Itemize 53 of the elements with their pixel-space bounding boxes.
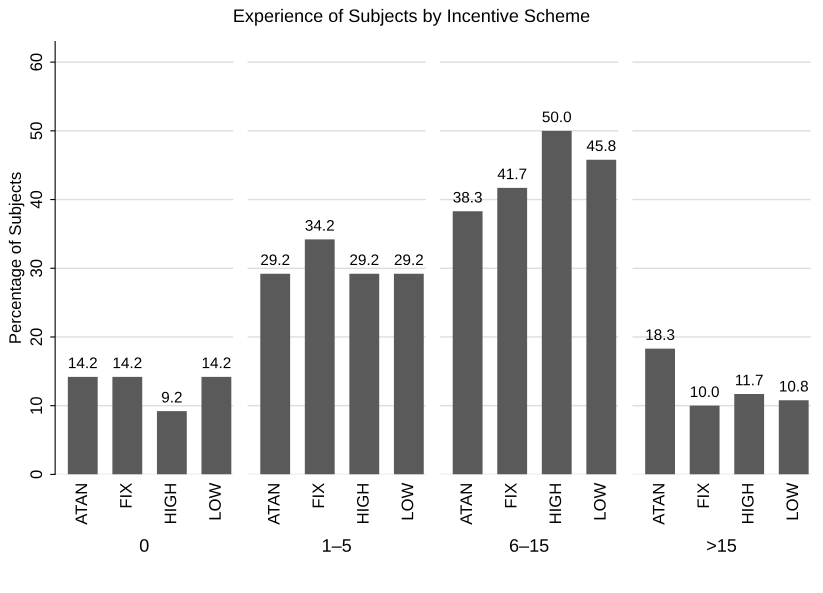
data-label: 14.2 — [202, 357, 230, 368]
data-label: 29.2 — [394, 254, 423, 266]
y-tick-label: 0 — [30, 470, 42, 478]
x-tick-label: FIX — [697, 483, 709, 508]
data-label: 34.2 — [305, 220, 334, 231]
y-tick-label: 60 — [30, 54, 42, 71]
x-tick-label: LOW — [209, 482, 221, 520]
data-label: 45.8 — [586, 140, 616, 152]
x-axis-title: >15 — [707, 539, 736, 552]
data-label: 50.0 — [542, 111, 572, 122]
x-tick-label: HIGH — [549, 484, 562, 524]
x-tick-label: HIGH — [164, 484, 176, 524]
y-tick-label: 30 — [30, 260, 42, 277]
data-label: 14.2 — [114, 357, 142, 368]
x-tick-label: HIGH — [742, 484, 754, 524]
x-tick-label: HIGH — [356, 484, 369, 524]
x-tick-label: ATAN — [460, 484, 472, 525]
x-axis-title: 6–15 — [510, 539, 548, 552]
y-tick-label: 20 — [30, 328, 42, 346]
data-label: 14.2 — [69, 357, 97, 368]
y-tick-label: 40 — [30, 190, 42, 208]
x-tick-label: ATAN — [652, 484, 664, 525]
x-tick-label: ATAN — [76, 484, 88, 525]
x-tick-label: FIX — [505, 483, 516, 508]
x-axis-title: 1–5 — [322, 539, 351, 552]
bar — [645, 348, 676, 474]
data-label: 9.2 — [162, 392, 182, 403]
data-label: 29.2 — [261, 254, 290, 266]
y-tick-label: 50 — [30, 122, 42, 140]
bar — [690, 406, 720, 474]
y-tick-label: 10 — [30, 397, 42, 414]
data-label: 11.7 — [736, 374, 763, 386]
bar — [452, 211, 483, 474]
bar — [778, 400, 809, 474]
text: Experience of Subjects by Incentive Scheme — [234, 8, 590, 26]
data-label: 41.7 — [498, 168, 526, 180]
data-label: 38.3 — [453, 192, 482, 203]
x-tick-label: LOW — [402, 482, 414, 520]
y-axis-title: Percentage of Subjects — [8, 172, 24, 343]
x-tick-label: LOW — [594, 482, 606, 520]
bar — [734, 394, 764, 474]
data-label: 18.3 — [646, 329, 674, 340]
x-tick-label: ATAN — [268, 484, 280, 525]
x-tick-label: LOW — [786, 482, 798, 520]
bar — [586, 160, 616, 474]
data-label: 29.2 — [350, 254, 378, 266]
data-label: 10.0 — [690, 386, 719, 398]
x-tick-label: FIX — [312, 483, 324, 508]
data-label: 10.8 — [780, 380, 808, 392]
bar — [497, 188, 528, 474]
x-tick-label: FIX — [120, 483, 132, 508]
x-axis-title: 0 — [140, 539, 149, 552]
bar — [542, 130, 572, 474]
